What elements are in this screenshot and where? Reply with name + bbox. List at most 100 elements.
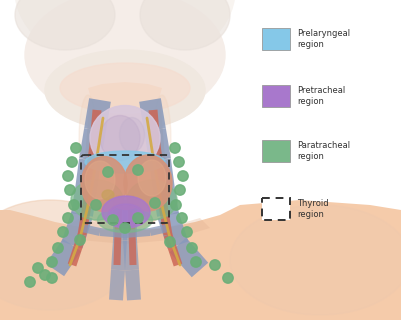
Polygon shape — [79, 128, 106, 162]
Circle shape — [178, 171, 188, 181]
Text: Prelaryngeal
region: Prelaryngeal region — [297, 29, 350, 49]
Ellipse shape — [90, 106, 160, 171]
Polygon shape — [83, 174, 95, 205]
Polygon shape — [123, 200, 137, 240]
Circle shape — [133, 213, 143, 223]
Circle shape — [170, 143, 180, 153]
Circle shape — [108, 215, 118, 225]
Polygon shape — [152, 144, 164, 176]
Ellipse shape — [81, 156, 127, 212]
Circle shape — [65, 185, 75, 195]
Ellipse shape — [97, 207, 152, 233]
Polygon shape — [71, 188, 97, 217]
Circle shape — [150, 198, 160, 208]
Ellipse shape — [71, 180, 123, 220]
Ellipse shape — [138, 160, 166, 196]
Ellipse shape — [124, 155, 172, 211]
Ellipse shape — [119, 117, 144, 153]
Polygon shape — [62, 212, 93, 248]
Circle shape — [69, 200, 79, 210]
Circle shape — [177, 213, 187, 223]
Ellipse shape — [0, 200, 130, 310]
Circle shape — [133, 165, 143, 175]
Circle shape — [210, 260, 220, 270]
Ellipse shape — [25, 0, 225, 120]
Circle shape — [182, 227, 192, 237]
Polygon shape — [68, 234, 86, 267]
Ellipse shape — [85, 161, 115, 199]
Polygon shape — [164, 234, 182, 267]
Polygon shape — [148, 110, 160, 145]
Polygon shape — [149, 158, 175, 191]
Text: Pretracheal
region: Pretracheal region — [297, 86, 345, 106]
Ellipse shape — [79, 95, 97, 185]
FancyBboxPatch shape — [262, 198, 290, 220]
Polygon shape — [113, 230, 122, 265]
Ellipse shape — [109, 204, 144, 226]
Circle shape — [103, 167, 113, 177]
FancyBboxPatch shape — [262, 85, 290, 107]
Polygon shape — [115, 195, 122, 230]
Circle shape — [58, 227, 68, 237]
Circle shape — [187, 243, 197, 253]
Polygon shape — [156, 174, 168, 205]
FancyBboxPatch shape — [262, 28, 290, 50]
Polygon shape — [158, 212, 188, 248]
Circle shape — [63, 171, 73, 181]
Circle shape — [75, 235, 85, 245]
Polygon shape — [149, 224, 169, 236]
Polygon shape — [139, 98, 166, 132]
Polygon shape — [82, 82, 168, 232]
Polygon shape — [125, 269, 141, 300]
Polygon shape — [84, 98, 111, 132]
Polygon shape — [170, 238, 208, 277]
Circle shape — [165, 237, 175, 247]
Circle shape — [171, 200, 181, 210]
Circle shape — [71, 143, 81, 153]
Polygon shape — [158, 204, 172, 236]
Ellipse shape — [127, 180, 177, 220]
Polygon shape — [125, 228, 150, 238]
Circle shape — [63, 213, 73, 223]
Polygon shape — [77, 204, 91, 236]
Polygon shape — [0, 200, 401, 320]
Circle shape — [223, 273, 233, 283]
Circle shape — [33, 263, 43, 273]
Circle shape — [67, 157, 77, 167]
Circle shape — [191, 257, 201, 267]
Polygon shape — [89, 110, 101, 145]
Circle shape — [40, 270, 50, 280]
Polygon shape — [81, 224, 101, 236]
Circle shape — [175, 185, 185, 195]
Ellipse shape — [15, 0, 235, 70]
Ellipse shape — [15, 0, 115, 50]
Ellipse shape — [45, 50, 205, 130]
Polygon shape — [46, 239, 81, 276]
Polygon shape — [113, 200, 127, 240]
Circle shape — [53, 243, 63, 253]
Polygon shape — [128, 195, 136, 230]
Ellipse shape — [102, 196, 150, 228]
Polygon shape — [144, 128, 171, 162]
Polygon shape — [128, 230, 136, 265]
Circle shape — [174, 157, 184, 167]
Ellipse shape — [102, 190, 114, 200]
Ellipse shape — [85, 151, 165, 173]
Polygon shape — [85, 144, 99, 176]
Polygon shape — [100, 228, 126, 238]
Text: Thyroid
region: Thyroid region — [297, 199, 329, 219]
Polygon shape — [153, 188, 179, 217]
Polygon shape — [109, 269, 125, 300]
Ellipse shape — [153, 95, 171, 185]
Polygon shape — [75, 158, 101, 191]
Circle shape — [120, 223, 130, 233]
Circle shape — [91, 200, 101, 210]
FancyBboxPatch shape — [262, 140, 290, 162]
Circle shape — [47, 257, 57, 267]
Polygon shape — [123, 240, 139, 270]
Circle shape — [47, 273, 57, 283]
Ellipse shape — [114, 196, 138, 210]
Ellipse shape — [60, 63, 190, 113]
Polygon shape — [111, 240, 127, 270]
Ellipse shape — [230, 205, 401, 315]
